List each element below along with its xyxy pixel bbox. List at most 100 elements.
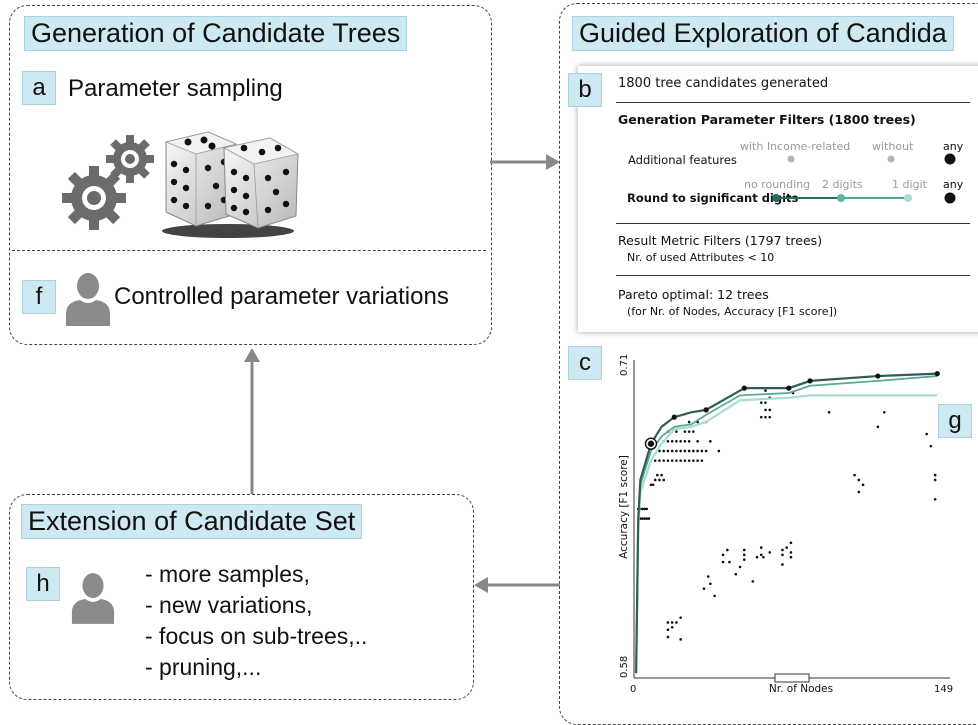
data-point[interactable]: [728, 560, 731, 564]
data-point[interactable]: [660, 473, 663, 477]
data-point[interactable]: [666, 635, 670, 639]
data-point[interactable]: [658, 478, 661, 482]
data-point[interactable]: [764, 408, 767, 412]
data-point[interactable]: [781, 548, 784, 552]
data-point[interactable]: [764, 401, 767, 404]
data-point[interactable]: [670, 459, 674, 462]
data-point[interactable]: [645, 507, 649, 511]
data-point[interactable]: [653, 459, 657, 462]
data-point[interactable]: [653, 478, 657, 482]
data-point[interactable]: [683, 449, 687, 453]
feature-option-any[interactable]: any: [943, 140, 964, 153]
data-point[interactable]: [670, 449, 674, 453]
data-point[interactable]: [675, 621, 678, 624]
data-point[interactable]: [643, 507, 646, 511]
data-point[interactable]: [827, 411, 831, 414]
data-point[interactable]: [726, 548, 729, 552]
round-option-1[interactable]: 1 digit: [892, 178, 927, 191]
data-point[interactable]: [768, 415, 772, 419]
data-point[interactable]: [643, 517, 646, 520]
x-axis-brush-handle[interactable]: [774, 673, 810, 683]
feature-option-without[interactable]: without: [872, 140, 914, 153]
data-point[interactable]: [789, 541, 793, 545]
data-point[interactable]: [645, 517, 649, 520]
data-point[interactable]: [789, 555, 793, 559]
data-point[interactable]: [679, 616, 682, 619]
data-point[interactable]: [734, 572, 738, 576]
pareto-point[interactable]: [875, 373, 881, 379]
data-point[interactable]: [755, 555, 759, 559]
round-slider[interactable]: [768, 190, 960, 206]
data-point[interactable]: [768, 408, 772, 412]
data-point[interactable]: [853, 473, 856, 477]
pareto-point[interactable]: [703, 407, 709, 413]
data-point[interactable]: [666, 449, 670, 453]
data-point[interactable]: [662, 449, 665, 453]
data-point[interactable]: [670, 625, 674, 629]
data-point[interactable]: [933, 473, 937, 477]
pareto-point[interactable]: [786, 385, 792, 391]
data-point[interactable]: [692, 459, 695, 462]
data-point[interactable]: [696, 459, 699, 462]
data-point[interactable]: [675, 430, 678, 433]
data-point[interactable]: [742, 548, 746, 552]
data-point[interactable]: [742, 553, 746, 557]
pareto-point[interactable]: [671, 414, 677, 420]
data-point[interactable]: [702, 587, 706, 590]
data-point[interactable]: [700, 449, 704, 453]
data-point[interactable]: [764, 415, 767, 419]
data-point[interactable]: [706, 575, 710, 578]
data-point[interactable]: [679, 638, 682, 641]
data-point[interactable]: [789, 551, 793, 554]
data-point[interactable]: [687, 449, 691, 453]
data-point[interactable]: [670, 439, 674, 443]
data-point[interactable]: [700, 459, 704, 462]
pareto-point[interactable]: [807, 378, 813, 384]
feature-option-income[interactable]: with Income-related: [740, 140, 851, 153]
data-point[interactable]: [751, 580, 755, 583]
data-point[interactable]: [692, 449, 695, 453]
data-point[interactable]: [717, 449, 721, 453]
data-point[interactable]: [933, 497, 937, 501]
data-point[interactable]: [675, 439, 678, 443]
pareto-point[interactable]: [741, 385, 747, 391]
data-point[interactable]: [764, 389, 767, 392]
data-point[interactable]: [683, 459, 687, 462]
data-point[interactable]: [759, 415, 763, 419]
feature-slider[interactable]: [780, 152, 960, 168]
data-point[interactable]: [742, 558, 746, 561]
data-point[interactable]: [861, 483, 865, 487]
round-option-none[interactable]: no rounding: [744, 178, 811, 191]
data-point[interactable]: [762, 555, 765, 559]
data-point[interactable]: [687, 439, 691, 443]
data-point[interactable]: [925, 432, 928, 436]
data-point[interactable]: [857, 490, 861, 494]
data-point[interactable]: [759, 553, 763, 557]
data-point[interactable]: [709, 582, 712, 586]
data-point[interactable]: [857, 478, 861, 482]
data-point[interactable]: [666, 628, 670, 631]
data-point[interactable]: [658, 459, 661, 462]
data-point[interactable]: [696, 449, 699, 453]
data-point[interactable]: [683, 430, 687, 433]
data-point[interactable]: [768, 551, 772, 554]
selected-point[interactable]: [647, 440, 655, 447]
data-point[interactable]: [709, 439, 712, 443]
data-point[interactable]: [675, 449, 678, 453]
data-point[interactable]: [683, 439, 687, 443]
data-point[interactable]: [641, 517, 644, 520]
data-point[interactable]: [679, 439, 682, 443]
data-point[interactable]: [647, 517, 651, 520]
round-option-2[interactable]: 2 digits: [822, 178, 863, 191]
data-point[interactable]: [704, 449, 708, 453]
data-point[interactable]: [721, 560, 725, 564]
data-point[interactable]: [721, 553, 725, 557]
data-point[interactable]: [933, 478, 937, 482]
data-point[interactable]: [666, 439, 670, 443]
data-point[interactable]: [882, 411, 886, 414]
data-point[interactable]: [662, 478, 665, 482]
data-point[interactable]: [670, 621, 674, 624]
data-point[interactable]: [679, 449, 682, 453]
data-point[interactable]: [651, 483, 655, 487]
data-point[interactable]: [876, 425, 880, 429]
